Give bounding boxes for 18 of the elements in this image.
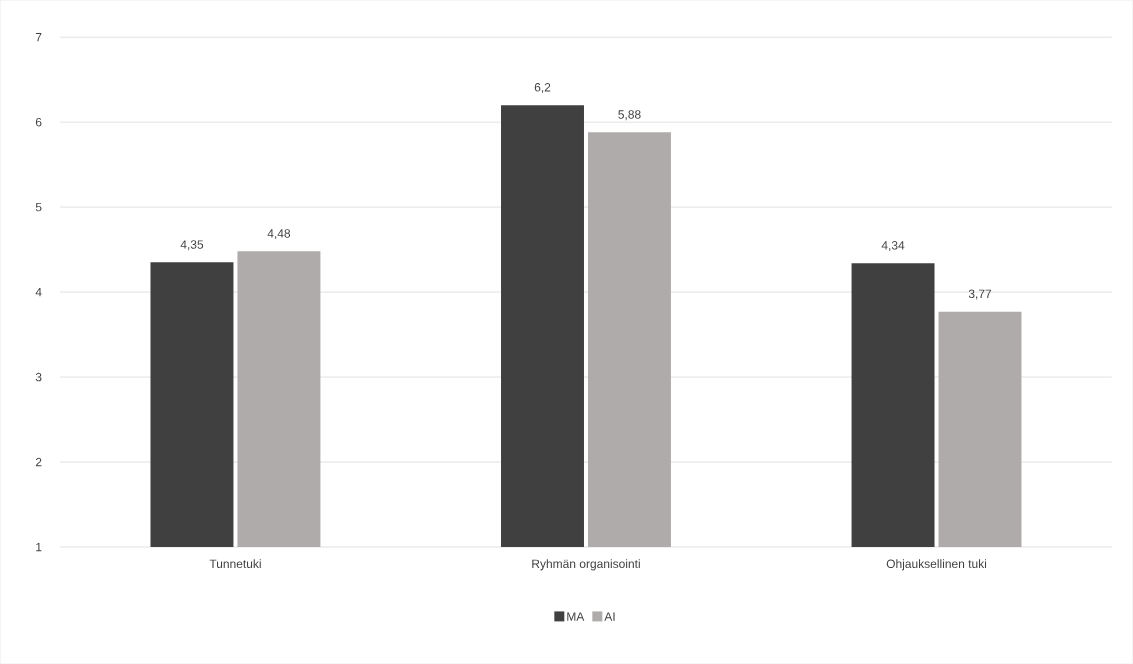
y-tick-label: 2 (35, 457, 42, 467)
y-tick-label: 7 (35, 32, 42, 42)
data-label: 3,77 (968, 289, 992, 300)
y-tick-label: 4 (35, 287, 42, 297)
data-label: 4,35 (180, 240, 204, 251)
data-label: 5,88 (618, 110, 641, 121)
x-tick-label: Tunnetuki (209, 559, 261, 568)
data-label: 4,48 (267, 229, 291, 240)
data-label: 6,2 (534, 82, 551, 93)
y-tick-label: 5 (35, 202, 42, 212)
y-tick-label: 3 (35, 372, 42, 382)
data-label: 4,34 (881, 241, 905, 251)
legend-label: AI (604, 612, 615, 621)
x-tick-label: Ohjauksellinen tuki (886, 559, 987, 571)
x-tick-label: Ryhmän organisointi (532, 559, 640, 571)
y-tick-label: 6 (35, 117, 42, 127)
legend-label: MA (567, 612, 585, 621)
y-tick-label: 1 (36, 542, 42, 552)
